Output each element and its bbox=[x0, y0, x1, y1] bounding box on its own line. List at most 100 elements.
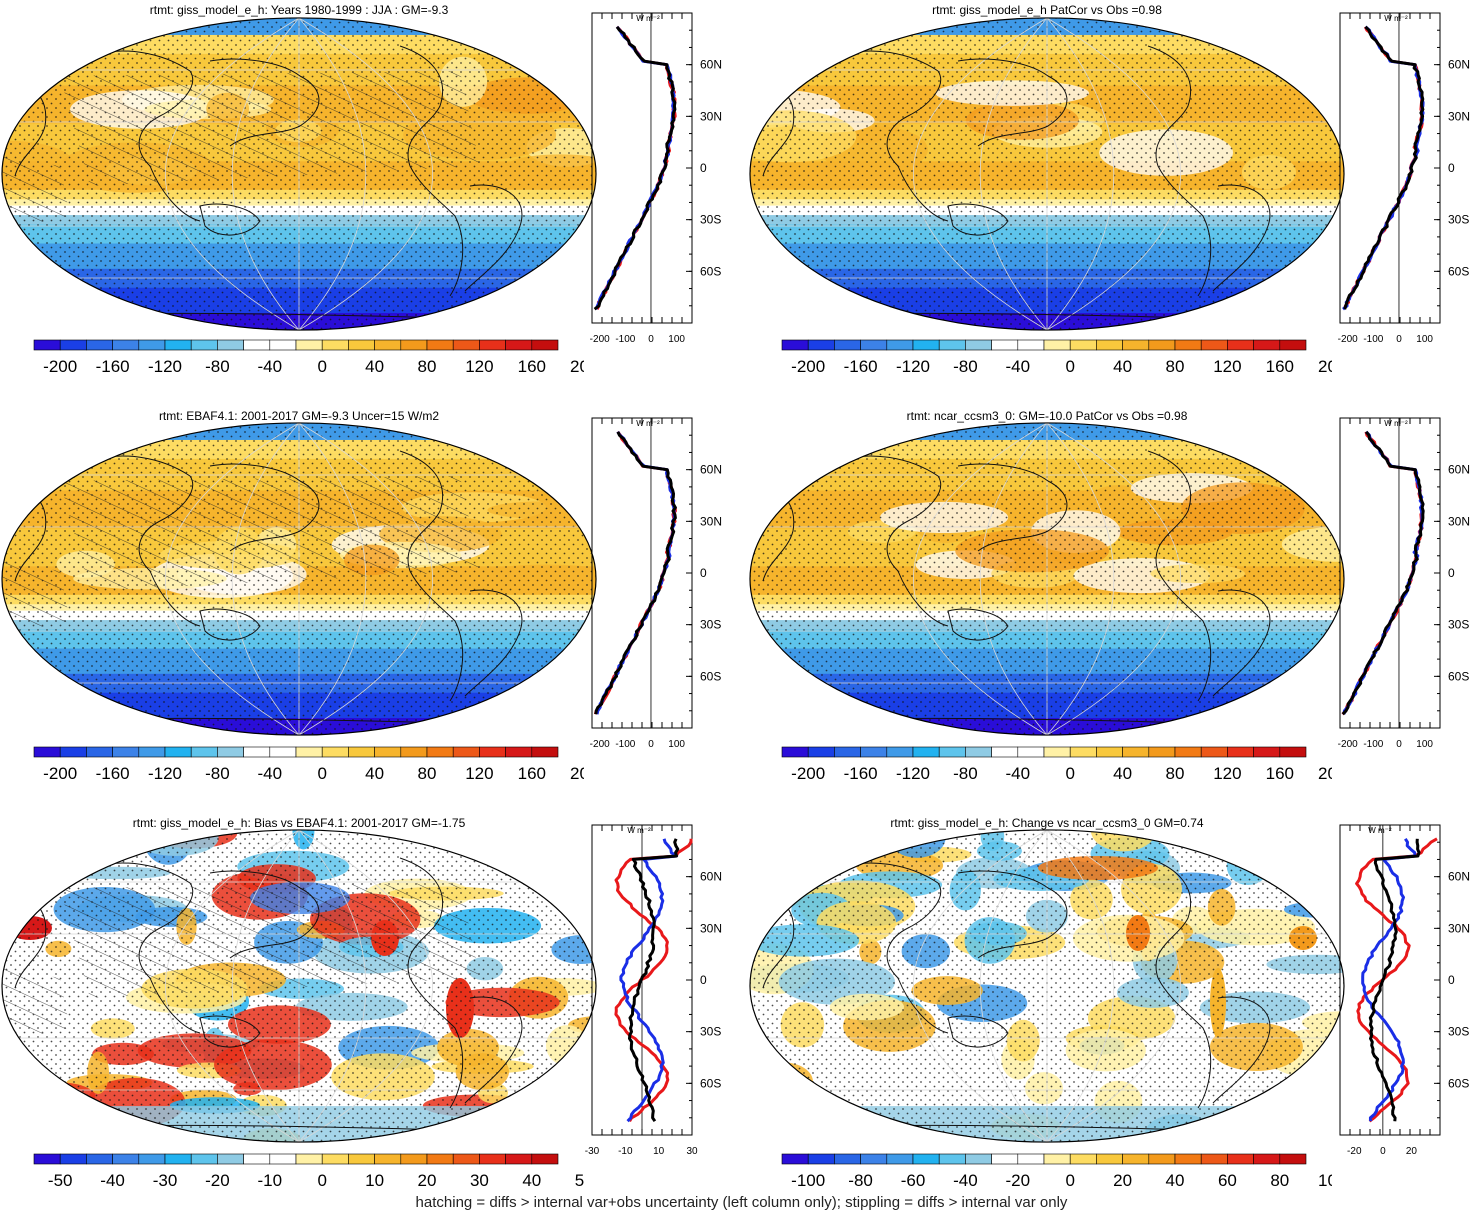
profile-lat-label: 60N bbox=[1448, 870, 1470, 884]
profile-x-tick-label: 0 bbox=[1380, 1146, 1386, 1157]
colorbar-tick-label: 200 bbox=[1318, 357, 1332, 376]
colorbar-tick-label: 80 bbox=[418, 764, 437, 783]
profile-x-tick-label: 30 bbox=[686, 1146, 698, 1157]
profile-unit-label: W m⁻² bbox=[627, 826, 651, 835]
colorbar-swatch bbox=[321, 746, 349, 758]
colorbar-swatch bbox=[400, 746, 428, 758]
profile-x-tick-label: -200 bbox=[590, 334, 610, 345]
colorbar-swatch bbox=[1069, 1153, 1097, 1165]
profile-x-tick-label: -20 bbox=[1347, 1146, 1362, 1157]
colorbar-tick-label: -160 bbox=[96, 764, 130, 783]
profile-curve bbox=[614, 838, 693, 1122]
colorbar-swatch bbox=[217, 746, 244, 758]
colorbar-tick-label: 40 bbox=[522, 1171, 541, 1190]
colorbar-swatch bbox=[781, 339, 809, 351]
colorbar-p1: -200 -160 -120 -80 -40 0 40 80 120 160 200 bbox=[33, 339, 584, 376]
colorbar-swatch bbox=[1227, 746, 1254, 758]
colorbar-tick-label: 60 bbox=[1218, 1171, 1237, 1190]
colorbar-p3: -200 -160 -120 -80 -40 0 40 80 120 160 200 bbox=[33, 746, 584, 783]
colorbar-tick-label: -120 bbox=[148, 357, 182, 376]
colorbar-tick-label: 120 bbox=[1213, 764, 1241, 783]
profile-lat-label: 0 bbox=[1448, 161, 1455, 175]
colorbar-swatch bbox=[86, 1153, 113, 1165]
colorbar-swatch bbox=[886, 339, 914, 351]
colorbar-swatch bbox=[295, 746, 323, 758]
colorbar-swatch bbox=[86, 746, 113, 758]
profile-lat-label: 30S bbox=[700, 618, 721, 632]
colorbar-swatch bbox=[269, 746, 297, 758]
colorbar-swatch bbox=[426, 746, 454, 758]
colorbar-swatch bbox=[452, 339, 480, 351]
colorbar-tick-label: -10 bbox=[258, 1171, 283, 1190]
colorbar-swatch bbox=[1227, 339, 1254, 351]
profile-lat-label: 30S bbox=[1448, 1025, 1469, 1039]
colorbar-swatch bbox=[531, 339, 559, 351]
colorbar-swatch bbox=[965, 746, 992, 758]
colorbar-tick-label: -160 bbox=[844, 764, 878, 783]
profile-x-tick-label: 0 bbox=[1396, 334, 1402, 345]
colorbar-swatch bbox=[912, 746, 940, 758]
colorbar-swatch bbox=[1096, 746, 1123, 758]
colorbar-tick-label: 80 bbox=[1270, 1171, 1289, 1190]
colorbar-tick-label: 0 bbox=[1065, 764, 1074, 783]
colorbar-tick-label: -80 bbox=[848, 1171, 873, 1190]
colorbar-tick-label: -160 bbox=[96, 357, 130, 376]
profile-lat-label: 30S bbox=[700, 213, 721, 227]
colorbar-swatch bbox=[243, 339, 271, 351]
colorbar-swatch bbox=[1148, 1153, 1176, 1165]
colorbar-swatch bbox=[781, 746, 809, 758]
colorbar-swatch bbox=[479, 746, 506, 758]
colorbar-tick-label: -20 bbox=[1006, 1171, 1031, 1190]
profile-x-tick-label: -100 bbox=[1363, 739, 1383, 750]
colorbar-swatch bbox=[112, 1153, 140, 1165]
colorbar-swatch bbox=[1096, 339, 1123, 351]
zonal-profile-p2: W m⁻² 60N 30N 0 30S 60S -200 -100 0 100 bbox=[1338, 12, 1470, 345]
colorbar-tick-label: 200 bbox=[1318, 764, 1332, 783]
colorbar-swatch bbox=[164, 339, 192, 351]
colorbar-swatch bbox=[1122, 1153, 1150, 1165]
colorbar-tick-label: 120 bbox=[465, 764, 493, 783]
colorbar-swatch bbox=[374, 746, 402, 758]
colorbar-tick-label: -200 bbox=[791, 357, 825, 376]
colorbar-swatch bbox=[807, 339, 835, 351]
colorbar-tick-label: 40 bbox=[1113, 357, 1132, 376]
colorbar-tick-label: 80 bbox=[1166, 357, 1185, 376]
colorbar-tick-label: -200 bbox=[43, 357, 77, 376]
colorbar-tick-label: -120 bbox=[896, 764, 930, 783]
colorbar-tick-label: 200 bbox=[570, 357, 584, 376]
map-p1 bbox=[1, 17, 597, 331]
colorbar-swatch bbox=[1253, 339, 1281, 351]
colorbar-tick-label: 120 bbox=[1213, 357, 1241, 376]
colorbar-tick-label: 0 bbox=[1065, 1171, 1074, 1190]
profile-lat-label: 30N bbox=[700, 514, 722, 528]
colorbar-swatch bbox=[400, 339, 428, 351]
profile-lat-label: 60S bbox=[700, 264, 721, 278]
profile-x-tick-label: -200 bbox=[1338, 334, 1358, 345]
colorbar-tick-label: -80 bbox=[205, 764, 230, 783]
colorbar-swatch bbox=[1174, 746, 1202, 758]
profile-x-tick-label: -10 bbox=[618, 1146, 633, 1157]
colorbar-swatch bbox=[269, 339, 297, 351]
colorbar-swatch bbox=[321, 339, 349, 351]
profile-unit-label: W m⁻² bbox=[1368, 826, 1392, 835]
profile-x-tick-label: -30 bbox=[585, 1146, 600, 1157]
zonal-profile-p4: W m⁻² 60N 30N 0 30S 60S -200 -100 0 100 bbox=[1338, 417, 1470, 750]
colorbar-swatch bbox=[321, 1153, 349, 1165]
profile-curve bbox=[593, 25, 677, 311]
profile-x-tick-label: 100 bbox=[1416, 739, 1433, 750]
profile-x-tick-label: -100 bbox=[615, 334, 635, 345]
profile-x-tick-label: 10 bbox=[653, 1146, 665, 1157]
profile-x-tick-label: 0 bbox=[648, 334, 654, 345]
profile-lat-label: 0 bbox=[700, 973, 707, 987]
colorbar-swatch bbox=[190, 1153, 218, 1165]
colorbar-swatch bbox=[991, 339, 1019, 351]
colorbar-tick-label: -40 bbox=[100, 1171, 125, 1190]
colorbar-swatch bbox=[834, 1153, 861, 1165]
colorbar-swatch bbox=[112, 339, 140, 351]
zonal-profile-p3: W m⁻² 60N 30N 0 30S 60S -200 -100 0 100 bbox=[590, 417, 722, 750]
colorbar-swatch bbox=[374, 339, 402, 351]
profile-unit-label: W m⁻² bbox=[636, 419, 660, 428]
panel-title-p1: rtmt: giss_model_e_h: Years 1980-1999 : … bbox=[149, 3, 449, 17]
profile-lat-label: 60S bbox=[700, 669, 721, 683]
colorbar-tick-label: -80 bbox=[953, 357, 978, 376]
